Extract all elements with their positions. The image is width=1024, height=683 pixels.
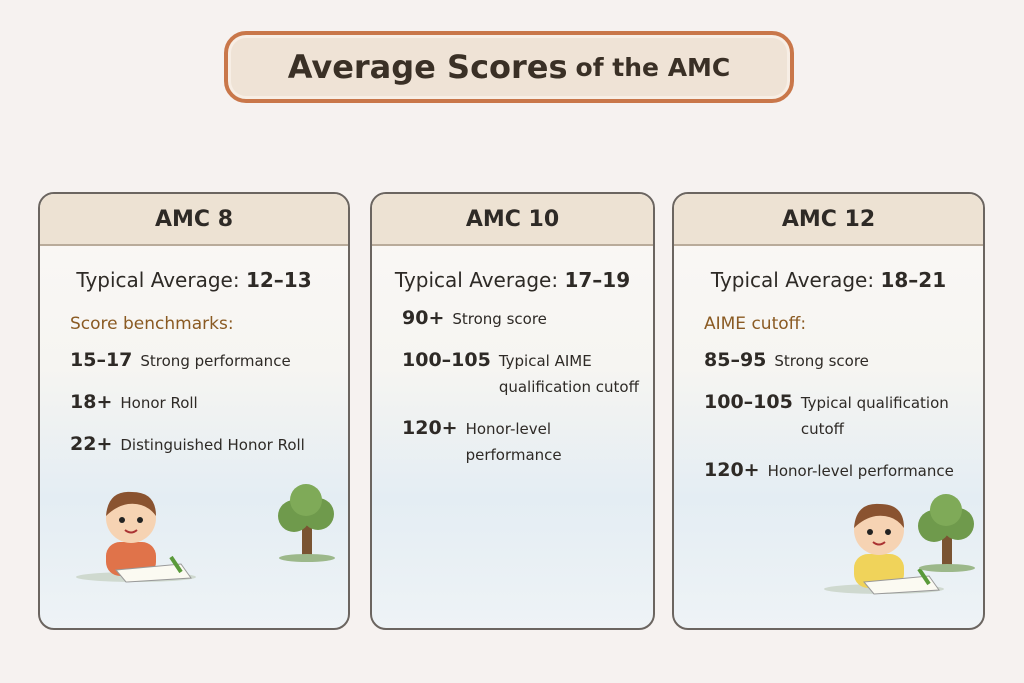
benchmark-row: 18+ Honor Roll (70, 390, 334, 416)
benchmark-text: Typical qualification cutoff (800, 394, 949, 438)
title: Average Scores (287, 48, 568, 86)
benchmark-row: 90+ Strong score (402, 306, 639, 332)
section-label: Score benchmarks: (70, 314, 234, 334)
title-banner: Average Scores of the AMC (224, 31, 794, 103)
illustration (824, 503, 944, 595)
benchmark-text: Honor-level performance (465, 420, 562, 464)
tree-illustration (918, 494, 975, 572)
card: AMC 10 Typical Average: 17–19 90+ Strong sc… (370, 192, 655, 630)
card: AMC 8 Typical Average: 12–13 Score benchma… (38, 192, 350, 630)
average-label: Typical Average: (710, 268, 875, 292)
benchmark-score: 120+ (402, 417, 458, 439)
benchmark-text: Strong score (452, 310, 547, 328)
typical-average: Typical Average: 17–19 (372, 268, 653, 292)
benchmark-list: 90+ Strong score 100–105 Typical AIME quali… (402, 306, 639, 468)
benchmark-row: 15–17 Strong performance (70, 348, 334, 374)
benchmark-score: 120+ (704, 459, 760, 481)
tree-illustration (278, 484, 335, 562)
benchmark-score: 100–105 (704, 391, 793, 413)
card: AMC 12 Typical Average: 18–21 AIME cutoff:… (672, 192, 985, 630)
benchmark-text: Honor Roll (120, 394, 198, 412)
illustration (76, 491, 196, 583)
benchmark-row: 85–95 Strong score (704, 348, 969, 374)
child-illustration (76, 491, 196, 583)
benchmark-list: 15–17 Strong performance 18+ Honor Roll 22+ D… (70, 348, 334, 458)
benchmark-score: 18+ (70, 391, 113, 413)
average-label: Typical Average: (76, 268, 240, 292)
average-value: 17–19 (564, 268, 631, 292)
card-heading: AMC 8 (40, 194, 348, 246)
benchmark-text: Strong performance (140, 352, 291, 370)
typical-average: Typical Average: 18–21 (674, 268, 983, 292)
benchmark-score: 90+ (402, 307, 445, 329)
typical-average: Typical Average: 12–13 (40, 268, 348, 292)
benchmark-row: 120+ Honor-level performance (402, 416, 639, 468)
benchmark-score: 22+ (70, 433, 113, 455)
illustration (918, 494, 975, 572)
benchmark-text: Strong score (774, 352, 869, 370)
section-label: AIME cutoff: (704, 314, 807, 334)
card-heading: AMC 10 (372, 194, 653, 246)
benchmark-score: 15–17 (70, 349, 133, 371)
benchmark-row: 120+ Honor-level performance (704, 458, 969, 484)
child-illustration (824, 503, 944, 595)
illustration (278, 484, 335, 562)
card-heading: AMC 12 (674, 194, 983, 246)
title-tail: of the AMC (575, 52, 731, 82)
benchmark-row: 100–105 Typical qualification cutoff (704, 390, 969, 442)
benchmark-row: 100–105 Typical AIME qualification cutoff (402, 348, 639, 400)
benchmark-list: 85–95 Strong score 100–105 Typical qualific… (704, 348, 969, 484)
benchmark-score: 100–105 (402, 349, 491, 371)
benchmark-text: Distinguished Honor Roll (120, 436, 305, 454)
benchmark-row: 22+ Distinguished Honor Roll (70, 432, 334, 458)
benchmark-score: 85–95 (704, 349, 767, 371)
benchmark-text: Honor-level performance (767, 462, 954, 480)
average-value: 18–21 (880, 268, 947, 292)
average-label: Typical Average: (394, 268, 559, 292)
benchmark-text: Typical AIME qualification cutoff (498, 352, 639, 396)
average-value: 12–13 (245, 268, 312, 292)
